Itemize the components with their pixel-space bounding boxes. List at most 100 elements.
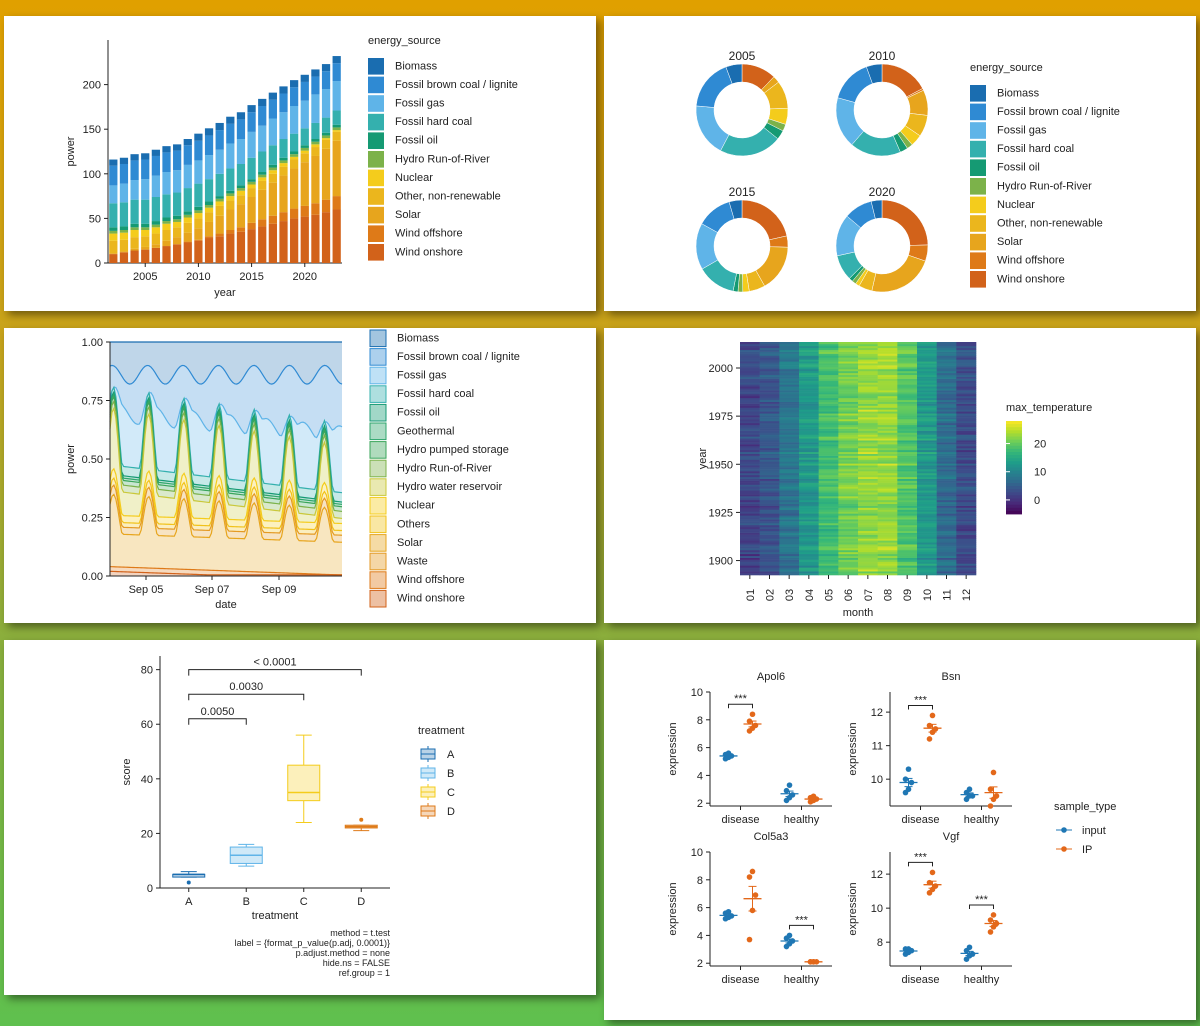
heat-cell bbox=[956, 343, 977, 347]
facet-title-col5a3: Col5a3 bbox=[754, 831, 789, 843]
heat-cell bbox=[779, 536, 800, 539]
bar-fossil-brown-coal-lignite-2009 bbox=[183, 145, 192, 165]
heat-cell bbox=[740, 538, 760, 541]
heat-cell bbox=[838, 551, 859, 555]
heat-cell bbox=[799, 440, 819, 443]
heat-cell bbox=[897, 549, 918, 553]
heat-cell bbox=[759, 551, 780, 555]
heat-cell bbox=[917, 503, 937, 506]
x-tick-label: healthy bbox=[784, 814, 820, 826]
heat-cell bbox=[740, 419, 760, 422]
colorbar-step bbox=[1006, 473, 1022, 478]
heat-cell bbox=[799, 571, 819, 574]
bar-solar-2012 bbox=[215, 215, 224, 234]
legend-swatch-wind-offshore bbox=[369, 571, 387, 589]
heat-cell bbox=[740, 413, 760, 416]
heat-cell bbox=[858, 343, 878, 347]
outlier-D bbox=[359, 817, 364, 822]
heat-cell bbox=[759, 390, 780, 393]
area-line-fossil-brown-coal-lignite bbox=[109, 364, 343, 385]
caption-line: hide.ns = FALSE bbox=[323, 958, 390, 968]
heat-cell bbox=[956, 413, 977, 416]
heat-cell bbox=[897, 426, 918, 429]
bar-fossil-hard-coal-2006 bbox=[151, 196, 160, 222]
heat-cell bbox=[917, 549, 937, 553]
heat-cell bbox=[818, 513, 839, 516]
heat-cell bbox=[936, 494, 957, 497]
heat-cell bbox=[956, 422, 977, 426]
heat-cell bbox=[877, 343, 898, 347]
heat-cell bbox=[956, 469, 977, 472]
heat-cell bbox=[936, 353, 957, 356]
heat-cell bbox=[897, 347, 918, 351]
y-axis-title: power bbox=[65, 136, 77, 166]
heat-cell bbox=[956, 401, 977, 404]
area-line-hydro-run-of-river bbox=[109, 399, 343, 513]
heat-cell bbox=[917, 367, 937, 370]
heat-cell bbox=[838, 553, 859, 557]
legend-swatch-fossil-hard-coal bbox=[368, 113, 384, 131]
heat-cell bbox=[838, 453, 859, 456]
heat-cell bbox=[917, 417, 937, 420]
heat-cell bbox=[956, 453, 977, 456]
x-tick-label: Sep 07 bbox=[195, 584, 230, 596]
legend-swatch-others bbox=[369, 515, 387, 534]
heat-cell bbox=[897, 440, 918, 443]
heat-cell bbox=[858, 519, 878, 522]
heat-cell bbox=[858, 372, 878, 376]
heat-cell bbox=[858, 496, 878, 499]
heat-cell bbox=[799, 417, 819, 420]
heat-cell bbox=[858, 565, 878, 568]
bar-fossil-gas-2002 bbox=[109, 185, 118, 204]
heat-cell bbox=[917, 540, 937, 543]
heat-cell bbox=[818, 370, 839, 374]
heat-cell bbox=[838, 434, 859, 437]
heat-cell bbox=[838, 420, 859, 424]
heat-cell bbox=[818, 573, 839, 576]
heat-cell bbox=[740, 480, 760, 483]
heat-cell bbox=[838, 544, 859, 547]
heat-cell bbox=[897, 393, 918, 397]
bar-wind-onshore-2007 bbox=[162, 246, 171, 263]
heat-cell bbox=[956, 482, 977, 485]
panel-boxplot: 0 20 40 60 80 A B C D 0.0050 0.0030 < 0.0001 treatme… bbox=[4, 640, 596, 995]
signif-bracket bbox=[188, 718, 247, 725]
heat-cell bbox=[779, 555, 800, 558]
heat-cell bbox=[956, 561, 977, 564]
heat-cell bbox=[917, 571, 937, 574]
heat-cell bbox=[799, 476, 819, 480]
heat-cell bbox=[956, 380, 977, 383]
heat-cell bbox=[956, 501, 977, 505]
legend-swatch-fossil-gas bbox=[970, 122, 986, 139]
heat-cell bbox=[759, 490, 780, 493]
heat-cell bbox=[779, 453, 800, 456]
heat-cell bbox=[877, 513, 898, 516]
heat-cell bbox=[956, 546, 977, 549]
y-tick-label: 0.00 bbox=[82, 571, 103, 583]
legend-label-fossil-oil: Fossil oil bbox=[397, 407, 440, 419]
heat-cell bbox=[740, 561, 760, 564]
heat-cell bbox=[799, 438, 819, 441]
x-axis-title: date bbox=[215, 599, 236, 611]
heat-cell bbox=[759, 536, 780, 539]
heat-cell bbox=[877, 499, 898, 503]
heat-cell bbox=[740, 513, 760, 516]
heat-cell bbox=[917, 488, 937, 491]
heat-cell bbox=[779, 357, 800, 360]
heat-cell bbox=[917, 519, 937, 522]
heat-cell bbox=[779, 534, 800, 537]
heat-cell bbox=[917, 507, 937, 510]
heat-cell bbox=[779, 474, 800, 478]
legend-swatch-wind-onshore bbox=[970, 271, 986, 288]
heat-cell bbox=[936, 445, 957, 449]
heat-cell bbox=[858, 507, 878, 510]
heat-cell bbox=[740, 549, 760, 553]
point-col5a3-disease-ip bbox=[746, 874, 753, 880]
signif-bracket bbox=[969, 904, 994, 909]
x-tick-label: C bbox=[300, 896, 308, 908]
heat-cell bbox=[818, 355, 839, 358]
heat-cell bbox=[956, 397, 977, 401]
heat-cell bbox=[740, 444, 760, 447]
heat-cell bbox=[740, 420, 760, 424]
